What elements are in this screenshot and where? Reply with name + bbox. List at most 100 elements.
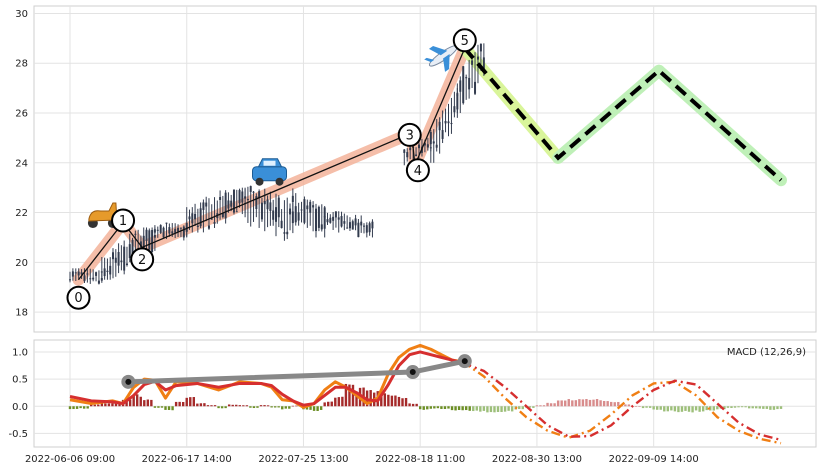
candle-body (450, 122, 453, 125)
wave-line-path (77, 48, 466, 281)
macd-histogram-bar (281, 406, 284, 410)
candle-body (179, 227, 182, 229)
car-wheel (275, 177, 284, 186)
macd-histogram-bar (114, 403, 118, 407)
candle-body (74, 272, 77, 274)
candle-body (453, 106, 456, 113)
candle-body (131, 239, 134, 261)
candle-body (109, 265, 112, 275)
candle-body (348, 222, 351, 229)
macd-histogram-bar (712, 406, 715, 411)
candle-body (134, 233, 137, 235)
macd-histogram-bar (107, 403, 111, 407)
macd-histogram-bar (726, 406, 730, 408)
macd-histogram-bar (104, 403, 107, 407)
candle-body (139, 241, 142, 248)
macd-histogram-bar (659, 406, 662, 410)
macd-histogram-bar (461, 406, 464, 411)
candle-body (312, 205, 315, 208)
candle-body (97, 280, 100, 284)
macd-histogram-bar (716, 406, 719, 410)
macd-histogram-bar (100, 403, 104, 407)
projection-line (463, 47, 783, 182)
macd-histogram-bar (645, 406, 648, 408)
macd-histogram-bar (634, 406, 638, 407)
macd-histogram-bar (606, 401, 609, 407)
candle-body (303, 199, 306, 223)
macd-histogram-bar (542, 405, 546, 407)
candle-body (323, 216, 326, 218)
candle-body (177, 227, 180, 232)
candle-body (294, 206, 297, 223)
candle-body (351, 221, 354, 230)
macd-histogram-bar (291, 405, 295, 407)
macd-histogram-bar (341, 396, 344, 407)
candle-body (117, 252, 120, 266)
candle-body (426, 144, 429, 148)
macd-histogram-bar (401, 398, 404, 407)
candle-body (145, 229, 148, 241)
macd-histogram-bar (751, 406, 754, 409)
macd-histogram-bar (266, 405, 270, 407)
macd-histogram-bar (447, 406, 450, 409)
wave-label-circle (452, 28, 477, 53)
macd-histogram-bar (740, 406, 744, 408)
macd-histogram-bar (436, 406, 440, 409)
candle-body (441, 130, 444, 139)
macd-histogram-bar (691, 406, 694, 413)
macd-histogram-bar (295, 405, 298, 407)
macd-projection-line (462, 361, 782, 442)
macd-histogram-bar (68, 406, 72, 410)
macd-histogram-bar (652, 406, 655, 410)
macd-histogram-bar (249, 406, 252, 408)
price-y-tick-label: 18 (15, 308, 28, 319)
macd-histogram-bar (546, 402, 549, 407)
macd-projection-line (461, 360, 782, 445)
macd-histogram-bar (273, 406, 277, 408)
candle-body (230, 200, 233, 207)
candle-body (125, 263, 128, 266)
candle-body (69, 279, 71, 281)
x-tick-label: 2022-08-30 13:00 (492, 454, 582, 465)
macd-histogram-bar (351, 384, 355, 407)
macd-histogram-bar (655, 406, 659, 410)
car-wheel (255, 177, 264, 186)
candle-body (80, 272, 83, 275)
macd-y-tick-label: 1.0 (12, 347, 28, 358)
macd-histogram-bar (192, 397, 196, 407)
candle-body (171, 231, 174, 234)
macd-histogram-bar (203, 403, 206, 407)
x-tick-label: 2022-06-17 14:00 (142, 454, 232, 465)
x-tick-label: 2022-06-06 09:00 (25, 454, 115, 465)
candle-body (156, 229, 159, 231)
airplane-wing (443, 53, 450, 72)
candle-body (71, 271, 74, 277)
price-y-tick-label: 24 (15, 158, 28, 169)
candle-body (148, 230, 151, 250)
macd-histogram-bar (139, 396, 142, 407)
candle-body (213, 222, 216, 224)
macd-histogram-bar (167, 406, 171, 410)
wave-line (77, 48, 466, 281)
candle-body (289, 208, 292, 215)
wave-label-text: 4 (414, 164, 422, 179)
macd-histogram-bar (426, 406, 429, 410)
candle-body (365, 225, 368, 233)
candle-body (142, 235, 145, 248)
candle-body (266, 199, 269, 210)
macd-histogram-bar (687, 406, 691, 412)
macd-histogram-bar (730, 406, 733, 408)
macd-histogram-bar (670, 406, 673, 411)
candle-body (106, 270, 109, 272)
macd-histogram-bar (323, 402, 326, 407)
candle-body (340, 216, 343, 227)
macd-histogram-bar (408, 403, 411, 407)
macd-histogram-bar (433, 406, 436, 409)
macd-series-line (69, 350, 464, 407)
macd-histogram-bar (309, 406, 312, 410)
candle-body (241, 191, 244, 203)
macd-histogram-bar (698, 406, 701, 412)
candle-body (435, 144, 438, 148)
candle-body (114, 257, 117, 263)
macd-histogram-bar (457, 406, 461, 410)
